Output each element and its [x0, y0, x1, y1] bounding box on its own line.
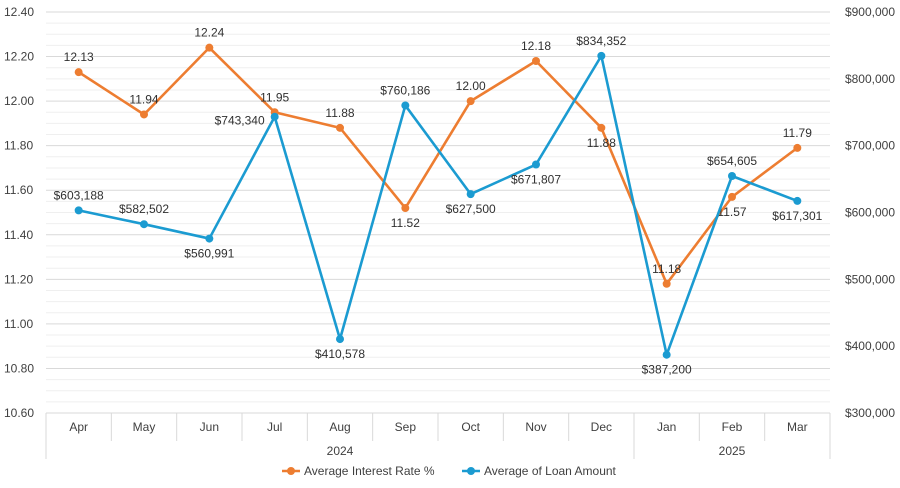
series-layer: 12.13 11.94 12.24 11.95 11.88 11.52 12.00 12.18… — [54, 26, 823, 377]
category-label: Dec — [591, 420, 612, 434]
data-point — [140, 220, 148, 229]
data-point — [74, 206, 83, 215]
legend-marker — [467, 467, 475, 475]
data-label: 11.57 — [717, 205, 746, 219]
data-point — [466, 97, 475, 106]
category-label: May — [133, 420, 156, 434]
data-label: 11.94 — [129, 92, 158, 106]
data-point — [74, 68, 83, 77]
data-label: $387,200 — [642, 363, 692, 377]
left-tick-label: 12.00 — [4, 94, 34, 108]
data-point — [793, 143, 802, 152]
data-point — [532, 57, 540, 66]
data-point — [662, 279, 671, 288]
right-axis-ticks: $300,000 $400,000 $500,000 $600,000 $700,000… — [845, 5, 895, 420]
category-label: Jul — [267, 420, 282, 434]
data-point — [466, 190, 475, 199]
series-1: 12.13 11.94 12.24 11.95 11.88 11.52 12.00 12.18… — [64, 26, 812, 288]
data-label: $617,301 — [772, 209, 822, 223]
data-label: 11.88 — [587, 136, 616, 150]
year-label: 2025 — [719, 444, 746, 458]
series-line — [77, 46, 799, 286]
left-tick-label: 11.80 — [4, 139, 33, 153]
left-tick-label: 11.60 — [4, 183, 33, 197]
right-tick-label: $500,000 — [845, 272, 895, 286]
data-point — [728, 192, 736, 201]
data-label: $582,502 — [119, 202, 169, 216]
data-point — [205, 43, 214, 52]
data-point — [597, 123, 606, 132]
data-label: $671,807 — [511, 173, 561, 187]
right-tick-label: $700,000 — [845, 139, 895, 153]
year-label: 2024 — [327, 444, 354, 458]
right-tick-label: $900,000 — [845, 5, 895, 19]
data-point — [140, 110, 148, 119]
right-tick-label: $400,000 — [845, 339, 895, 353]
data-label: 11.79 — [783, 126, 812, 140]
data-point — [205, 234, 214, 243]
data-point — [336, 335, 344, 344]
category-label: Nov — [525, 420, 546, 434]
left-tick-label: 11.00 — [4, 317, 33, 331]
data-label: $603,188 — [54, 188, 104, 202]
series-2: $603,188 $582,502 $560,991 $743,340 $410,578… — [54, 34, 823, 377]
data-point — [401, 101, 410, 110]
data-label: 11.88 — [325, 106, 354, 120]
data-label: $743,340 — [215, 114, 265, 128]
data-label: $410,578 — [315, 347, 365, 361]
data-label: 12.13 — [64, 50, 94, 64]
x-axis: Apr May Jun Jul Aug Sep Oct Nov Dec Jan Feb Mar 2024… — [45, 412, 831, 459]
data-label: $760,186 — [380, 83, 430, 97]
left-tick-label: 12.40 — [4, 5, 34, 19]
left-tick-label: 11.40 — [4, 228, 33, 242]
data-label: $627,500 — [446, 202, 496, 216]
category-label: Apr — [69, 420, 88, 434]
data-label: 11.95 — [260, 90, 289, 104]
data-label: 11.52 — [391, 216, 420, 230]
left-tick-label: 12.20 — [4, 50, 34, 64]
right-tick-label: $800,000 — [845, 72, 895, 86]
category-label: Mar — [787, 420, 808, 434]
data-label: $560,991 — [184, 247, 234, 261]
category-label: Oct — [461, 420, 480, 434]
category-label: Jan — [657, 420, 676, 434]
data-label: 12.18 — [521, 39, 551, 53]
data-label: $834,352 — [576, 34, 626, 48]
legend-entry: Average of Loan Amount — [462, 464, 617, 478]
data-point — [270, 112, 279, 121]
left-tick-label: 11.20 — [4, 272, 33, 286]
category-label: Sep — [395, 420, 417, 434]
series-line — [78, 54, 798, 357]
data-label: 12.00 — [456, 79, 486, 93]
left-tick-label: 10.80 — [4, 361, 34, 375]
legend-entry: Average Interest Rate % — [282, 464, 435, 478]
data-point — [336, 123, 344, 132]
data-point — [401, 204, 410, 213]
category-label: Jun — [200, 420, 219, 434]
category-label: Aug — [329, 420, 350, 434]
left-axis-ticks: 10.60 10.80 11.00 11.20 11.40 11.60 11.80 12.00… — [4, 5, 34, 420]
data-label: 11.18 — [652, 262, 681, 276]
data-point — [793, 196, 802, 205]
data-label: $654,605 — [707, 154, 757, 168]
data-point — [662, 350, 671, 359]
legend: Average Interest Rate % Average of Loan A… — [282, 464, 617, 478]
legend-label: Average of Loan Amount — [484, 464, 617, 478]
left-tick-label: 10.60 — [4, 406, 34, 420]
data-point — [597, 51, 606, 60]
legend-label: Average Interest Rate % — [304, 464, 435, 478]
right-tick-label: $600,000 — [845, 206, 895, 220]
data-label: 12.24 — [194, 26, 224, 40]
legend-marker — [287, 467, 295, 475]
category-label: Feb — [722, 420, 743, 434]
data-point — [532, 160, 540, 169]
data-point — [728, 172, 736, 181]
right-tick-label: $300,000 — [845, 406, 895, 420]
